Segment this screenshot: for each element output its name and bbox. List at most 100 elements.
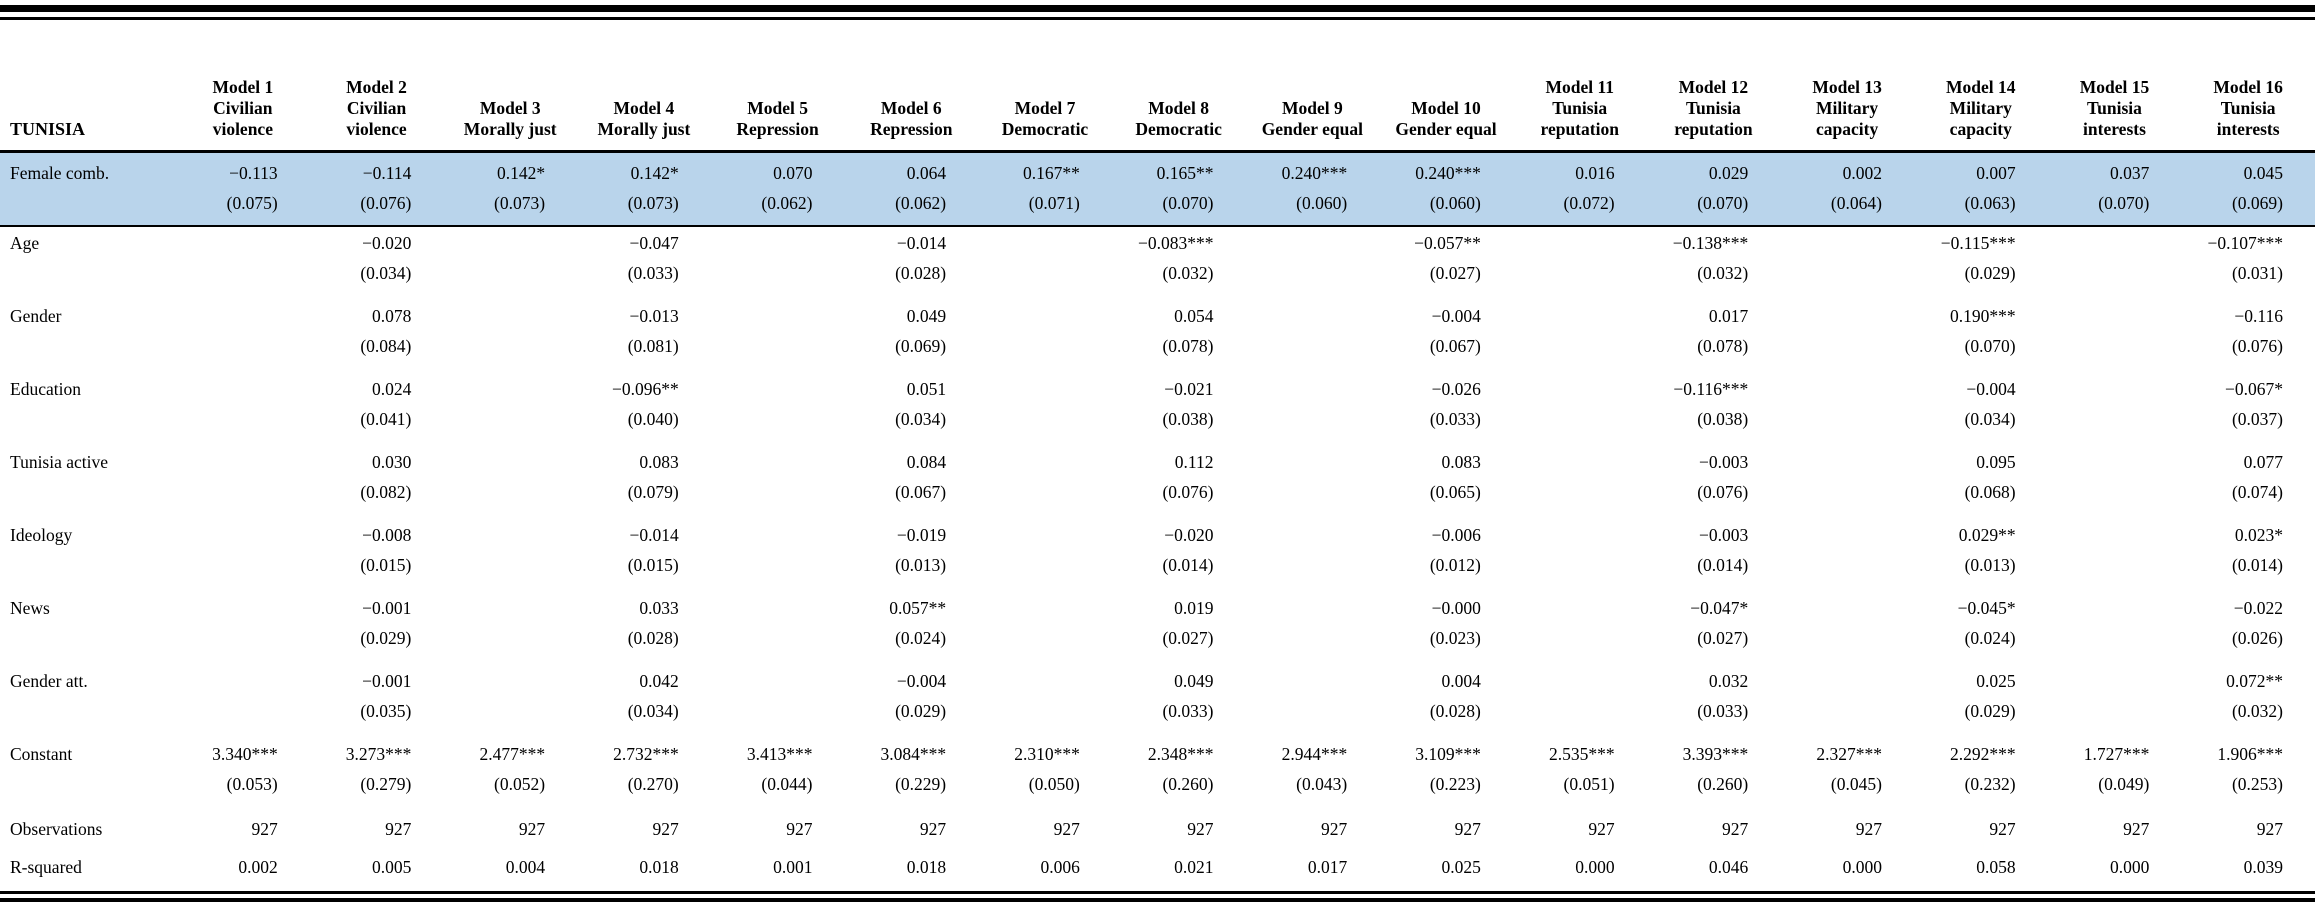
coef-cell: −0.003 bbox=[1699, 452, 1749, 472]
se-cell bbox=[1780, 624, 1914, 665]
se-cell bbox=[1780, 478, 1914, 519]
coef-cell bbox=[978, 446, 1112, 478]
coef-cell: 0.167** bbox=[978, 151, 1112, 189]
outcome-name: Military capacity bbox=[1815, 98, 1879, 139]
coef-cell: 2.732*** bbox=[613, 744, 679, 764]
row-label: Constant bbox=[10, 744, 73, 764]
coef-cell: 3.109*** bbox=[1415, 744, 1481, 764]
coef-cell bbox=[711, 665, 845, 697]
stat-cell: 0.001 bbox=[773, 857, 813, 877]
se-cell bbox=[978, 624, 1112, 665]
se-cell bbox=[1246, 259, 1380, 300]
coef-cell: −0.047* bbox=[1690, 598, 1749, 618]
se-cell bbox=[176, 478, 310, 519]
stat-cell: 0.021 bbox=[1174, 857, 1214, 877]
se-cell bbox=[1513, 697, 1647, 738]
outcome-name: Morally just bbox=[463, 119, 557, 139]
outcome-name: Morally just bbox=[597, 119, 691, 139]
coef-cell bbox=[176, 592, 310, 624]
se-cell: (0.031) bbox=[2231, 263, 2283, 283]
se-cell: (0.034) bbox=[627, 701, 679, 721]
coef-cell: 0.142* bbox=[443, 151, 578, 189]
model-name: Model 13 bbox=[1812, 77, 1882, 97]
se-cell: (0.062) bbox=[710, 189, 845, 227]
se-cell: (0.045) bbox=[1830, 774, 1882, 794]
se-cell bbox=[711, 697, 845, 738]
coef-cell: 3.273*** bbox=[345, 744, 412, 764]
se-cell: (0.082) bbox=[360, 482, 412, 502]
coef-cell: −0.116 bbox=[2234, 306, 2283, 326]
se-cell: (0.033) bbox=[1429, 409, 1481, 429]
row-label-spacer bbox=[0, 770, 176, 811]
coef-cell: 0.070 bbox=[710, 151, 845, 189]
table-row-se: (0.041) (0.040) (0.034) (0.038) (0.033) (0.03… bbox=[0, 405, 2315, 446]
se-cell bbox=[1246, 624, 1380, 665]
se-cell: (0.073) bbox=[577, 189, 711, 227]
coef-cell: 0.049 bbox=[906, 306, 947, 326]
stat-cell: 0.000 bbox=[1842, 857, 1882, 877]
table-row-stat: Observations 927 927 927 927 927 927 927 927 927 9… bbox=[0, 811, 2315, 849]
se-cell: (0.260) bbox=[1697, 774, 1749, 794]
se-cell: (0.067) bbox=[895, 482, 947, 502]
se-cell bbox=[176, 405, 310, 446]
bottom-double-rule bbox=[0, 891, 2315, 902]
stat-cell: 0.004 bbox=[505, 857, 546, 877]
se-cell: (0.028) bbox=[1429, 701, 1481, 721]
stat-cell: 927 bbox=[2123, 819, 2150, 839]
coef-cell: 0.017 bbox=[1708, 306, 1749, 326]
column-header-model-2: Model 2 Civilian violence bbox=[309, 20, 444, 153]
stat-cell: 0.046 bbox=[1708, 857, 1749, 877]
coef-cell: −0.107*** bbox=[2207, 233, 2284, 253]
coef-cell: 0.042 bbox=[639, 671, 679, 691]
coef-cell: 0.025 bbox=[1976, 671, 2016, 691]
se-cell: (0.229) bbox=[895, 774, 947, 794]
coef-cell bbox=[2048, 519, 2182, 551]
column-header-model-3: Model 3 Morally just bbox=[443, 20, 578, 153]
se-cell: (0.032) bbox=[1162, 263, 1214, 283]
se-cell bbox=[711, 551, 845, 592]
se-cell bbox=[1513, 624, 1647, 665]
coef-cell bbox=[443, 665, 577, 697]
coef-cell: 0.054 bbox=[1174, 306, 1214, 326]
coef-cell bbox=[978, 665, 1112, 697]
table-row-coef: Female comb. −0.113 −0.114 0.142* 0.142* 0.07… bbox=[0, 151, 2315, 189]
se-cell bbox=[2048, 697, 2182, 738]
coef-cell: −0.006 bbox=[1431, 525, 1481, 545]
stat-cell: 0.039 bbox=[2243, 857, 2283, 877]
coef-cell bbox=[1780, 519, 1914, 551]
se-cell: (0.070) bbox=[1646, 189, 1781, 227]
model-name: Model 11 bbox=[1545, 77, 1614, 97]
se-cell: (0.029) bbox=[895, 701, 947, 721]
coef-cell: −0.138*** bbox=[1672, 233, 1749, 253]
se-cell: (0.064) bbox=[1780, 189, 1914, 227]
se-cell: (0.072) bbox=[1512, 189, 1647, 227]
coef-cell: 0.190*** bbox=[1950, 306, 2016, 326]
se-cell bbox=[1513, 405, 1647, 446]
coef-cell: −0.057** bbox=[1414, 233, 1481, 253]
column-header-model-10: Model 10 Gender equal bbox=[1379, 20, 1513, 153]
se-cell: (0.027) bbox=[1697, 628, 1749, 648]
table-row-coef: Education 0.024 −0.096** 0.051 −0.021 −0.026 −… bbox=[0, 373, 2315, 405]
se-cell: (0.041) bbox=[360, 409, 412, 429]
coef-cell bbox=[2048, 665, 2182, 697]
stat-cell: 0.017 bbox=[1307, 857, 1348, 877]
coef-cell: 0.033 bbox=[639, 598, 679, 618]
table-body: Female comb. −0.113 −0.114 0.142* 0.142* 0.07… bbox=[0, 151, 2315, 892]
coef-cell bbox=[1513, 519, 1647, 551]
se-cell bbox=[1780, 551, 1914, 592]
se-cell bbox=[711, 478, 845, 519]
model-name: Model 16 bbox=[2213, 77, 2283, 97]
stat-cell: 0.000 bbox=[1575, 857, 1615, 877]
coef-cell: 0.019 bbox=[1174, 598, 1214, 618]
coef-cell: 0.240*** bbox=[1245, 151, 1380, 189]
coef-cell bbox=[176, 665, 310, 697]
se-cell: (0.223) bbox=[1429, 774, 1481, 794]
coef-cell bbox=[978, 592, 1112, 624]
coef-cell bbox=[176, 446, 310, 478]
coef-cell bbox=[1513, 373, 1647, 405]
se-cell bbox=[711, 332, 845, 373]
model-name: Model 3 bbox=[479, 98, 541, 118]
se-cell: (0.053) bbox=[226, 774, 278, 794]
